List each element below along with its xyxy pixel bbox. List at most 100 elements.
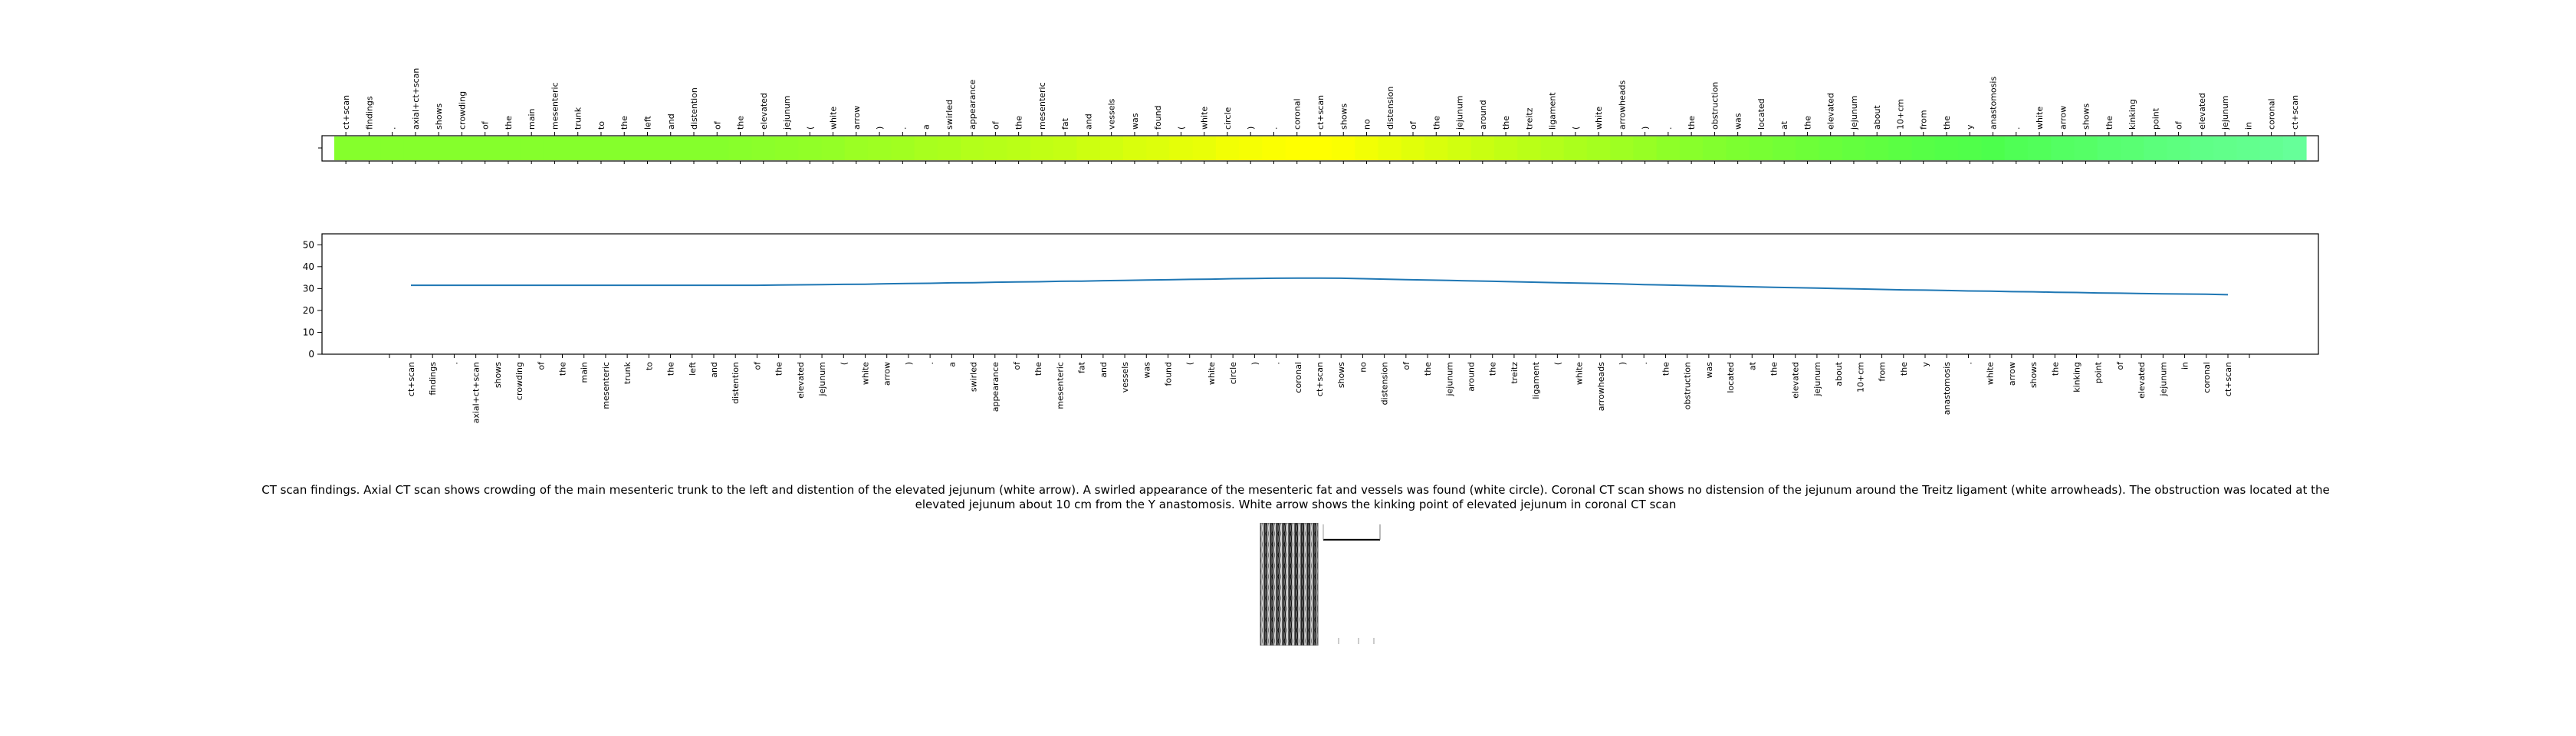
heatmap-cell — [613, 136, 636, 160]
heatmap-cell — [2004, 136, 2029, 160]
heatmap-cell — [1239, 136, 1263, 160]
x-tick-label: at — [1747, 361, 1757, 370]
heatmap-token-label: and — [666, 113, 676, 130]
heatmap-token-label: findings — [364, 96, 374, 130]
x-tick-label: appearance — [991, 362, 1001, 412]
heatmap-cell — [2282, 136, 2307, 160]
x-tick-label: white — [1575, 362, 1585, 385]
heatmap-cell — [937, 136, 961, 160]
heatmap-cell — [2236, 136, 2261, 160]
x-tick-label: mesenteric — [1055, 362, 1065, 409]
heatmap-cell — [1703, 136, 1727, 160]
heatmap-cell — [2051, 136, 2075, 160]
heatmap-token-label: and — [1083, 113, 1093, 130]
line-chart-frame — [321, 233, 2319, 355]
heatmap-token-label: of — [712, 120, 722, 130]
x-tick-label: crowding — [514, 362, 524, 400]
heatmap-cell — [1470, 136, 1495, 160]
x-tick-label: to — [644, 362, 654, 370]
heatmap-cell — [1007, 136, 1031, 160]
heatmap-token-label: . — [388, 127, 398, 130]
heatmap-cell — [914, 136, 938, 160]
x-tick-label: a — [947, 362, 957, 367]
heatmap-token-label: the — [1942, 116, 1952, 130]
attention-series-line — [411, 277, 2229, 296]
heatmap-cell — [1819, 136, 1843, 160]
x-tick-label: jejunum — [1444, 362, 1454, 397]
heatmap-cell — [1656, 136, 1681, 160]
heatmap-cell — [496, 136, 521, 160]
heatmap-token-label: ligament — [1548, 92, 1558, 130]
x-tick-label: from — [1878, 362, 1888, 382]
heatmap-token-label: white — [1200, 107, 1210, 130]
heatmap-token-label: elevated — [759, 93, 769, 130]
heatmap-cell — [589, 136, 613, 160]
heatmap-cell — [403, 136, 428, 160]
heatmap-cell — [659, 136, 683, 160]
x-tick-label: and — [709, 362, 719, 378]
heatmap-cell — [705, 136, 729, 160]
x-tick-label: located — [1726, 362, 1736, 393]
heatmap-cell — [844, 136, 869, 160]
heatmap-token-label: located — [1756, 98, 1766, 130]
heatmap-token-label: around — [1478, 100, 1488, 130]
heatmap-token-label: swirled — [945, 100, 955, 130]
x-tick-label: kinking — [2072, 362, 2082, 393]
heatmap-token-label: of — [1408, 120, 1418, 130]
heatmap-token-label: jejunum — [1455, 95, 1465, 130]
heatmap-cell — [1586, 136, 1611, 160]
heatmap-cell — [1447, 136, 1472, 160]
x-tick-label: ct+scan — [406, 362, 416, 396]
x-tick-label: elevated — [796, 362, 806, 399]
heatmap-token-label: vessels — [1107, 98, 1117, 130]
x-tick-label: of — [1012, 361, 1022, 370]
heatmap-cell — [357, 136, 382, 160]
heatmap-token-label: fat — [1060, 117, 1070, 130]
heatmap-cell — [1842, 136, 1866, 160]
heatmap-cell — [1378, 136, 1402, 160]
x-tick-label: shows — [2029, 362, 2039, 388]
heatmap-token-label: white — [829, 107, 839, 130]
heatmap-cell — [1680, 136, 1704, 160]
x-tick-label: . — [449, 362, 459, 365]
heatmap-token-label: treitz — [1524, 107, 1534, 130]
heatmap-token-label: distention — [689, 87, 699, 130]
heatmap-cell — [1563, 136, 1588, 160]
heatmap-cell — [821, 136, 846, 160]
x-tick-label: the — [1899, 362, 1909, 376]
x-tick-label: around — [1467, 362, 1477, 392]
x-tick-label: was — [1142, 362, 1152, 379]
heatmap-token-label: the — [1501, 116, 1511, 130]
heatmap-cell — [1610, 136, 1635, 160]
heatmap-token-label: coronal — [1293, 98, 1303, 130]
heatmap-token-label: white — [1594, 107, 1604, 130]
heatmap-cell — [774, 136, 799, 160]
heatmap-token-label: y — [1965, 124, 1975, 130]
heatmap-token-label: mesenteric — [550, 82, 560, 130]
heatmap-cell — [543, 136, 567, 160]
heatmap-cell — [1911, 136, 1936, 160]
x-tick-label: treitz — [1510, 362, 1520, 384]
x-tick-label: in — [2180, 362, 2190, 370]
heatmap-token-label: white — [2035, 107, 2045, 130]
y-tick-label: 10 — [303, 327, 314, 337]
heatmap-cell — [682, 136, 706, 160]
heatmap-cell — [2259, 136, 2284, 160]
heatmap-token-label: coronal — [2267, 98, 2277, 130]
x-tick-label: 10+cm — [1855, 362, 1865, 393]
x-tick-label: axial+ct+scan — [472, 362, 481, 423]
heatmap-token-label: jejunum — [1849, 95, 1859, 130]
x-tick-label: distension — [1380, 362, 1390, 405]
x-tick-label: about — [1834, 361, 1844, 386]
heatmap-cell — [1796, 136, 1820, 160]
heatmap-cell — [2120, 136, 2144, 160]
heatmap-token-label: mesenteric — [1037, 82, 1047, 130]
x-tick-label: ) — [1618, 362, 1628, 365]
y-tick-label: 50 — [303, 239, 314, 250]
heatmap-token-label: 10+cm — [1895, 99, 1905, 130]
heatmap-cell — [1749, 136, 1773, 160]
x-tick-label: found — [1164, 362, 1174, 386]
heatmap-cell — [960, 136, 984, 160]
heatmap-cell — [1308, 136, 1332, 160]
x-tick-label: the — [2050, 362, 2060, 376]
